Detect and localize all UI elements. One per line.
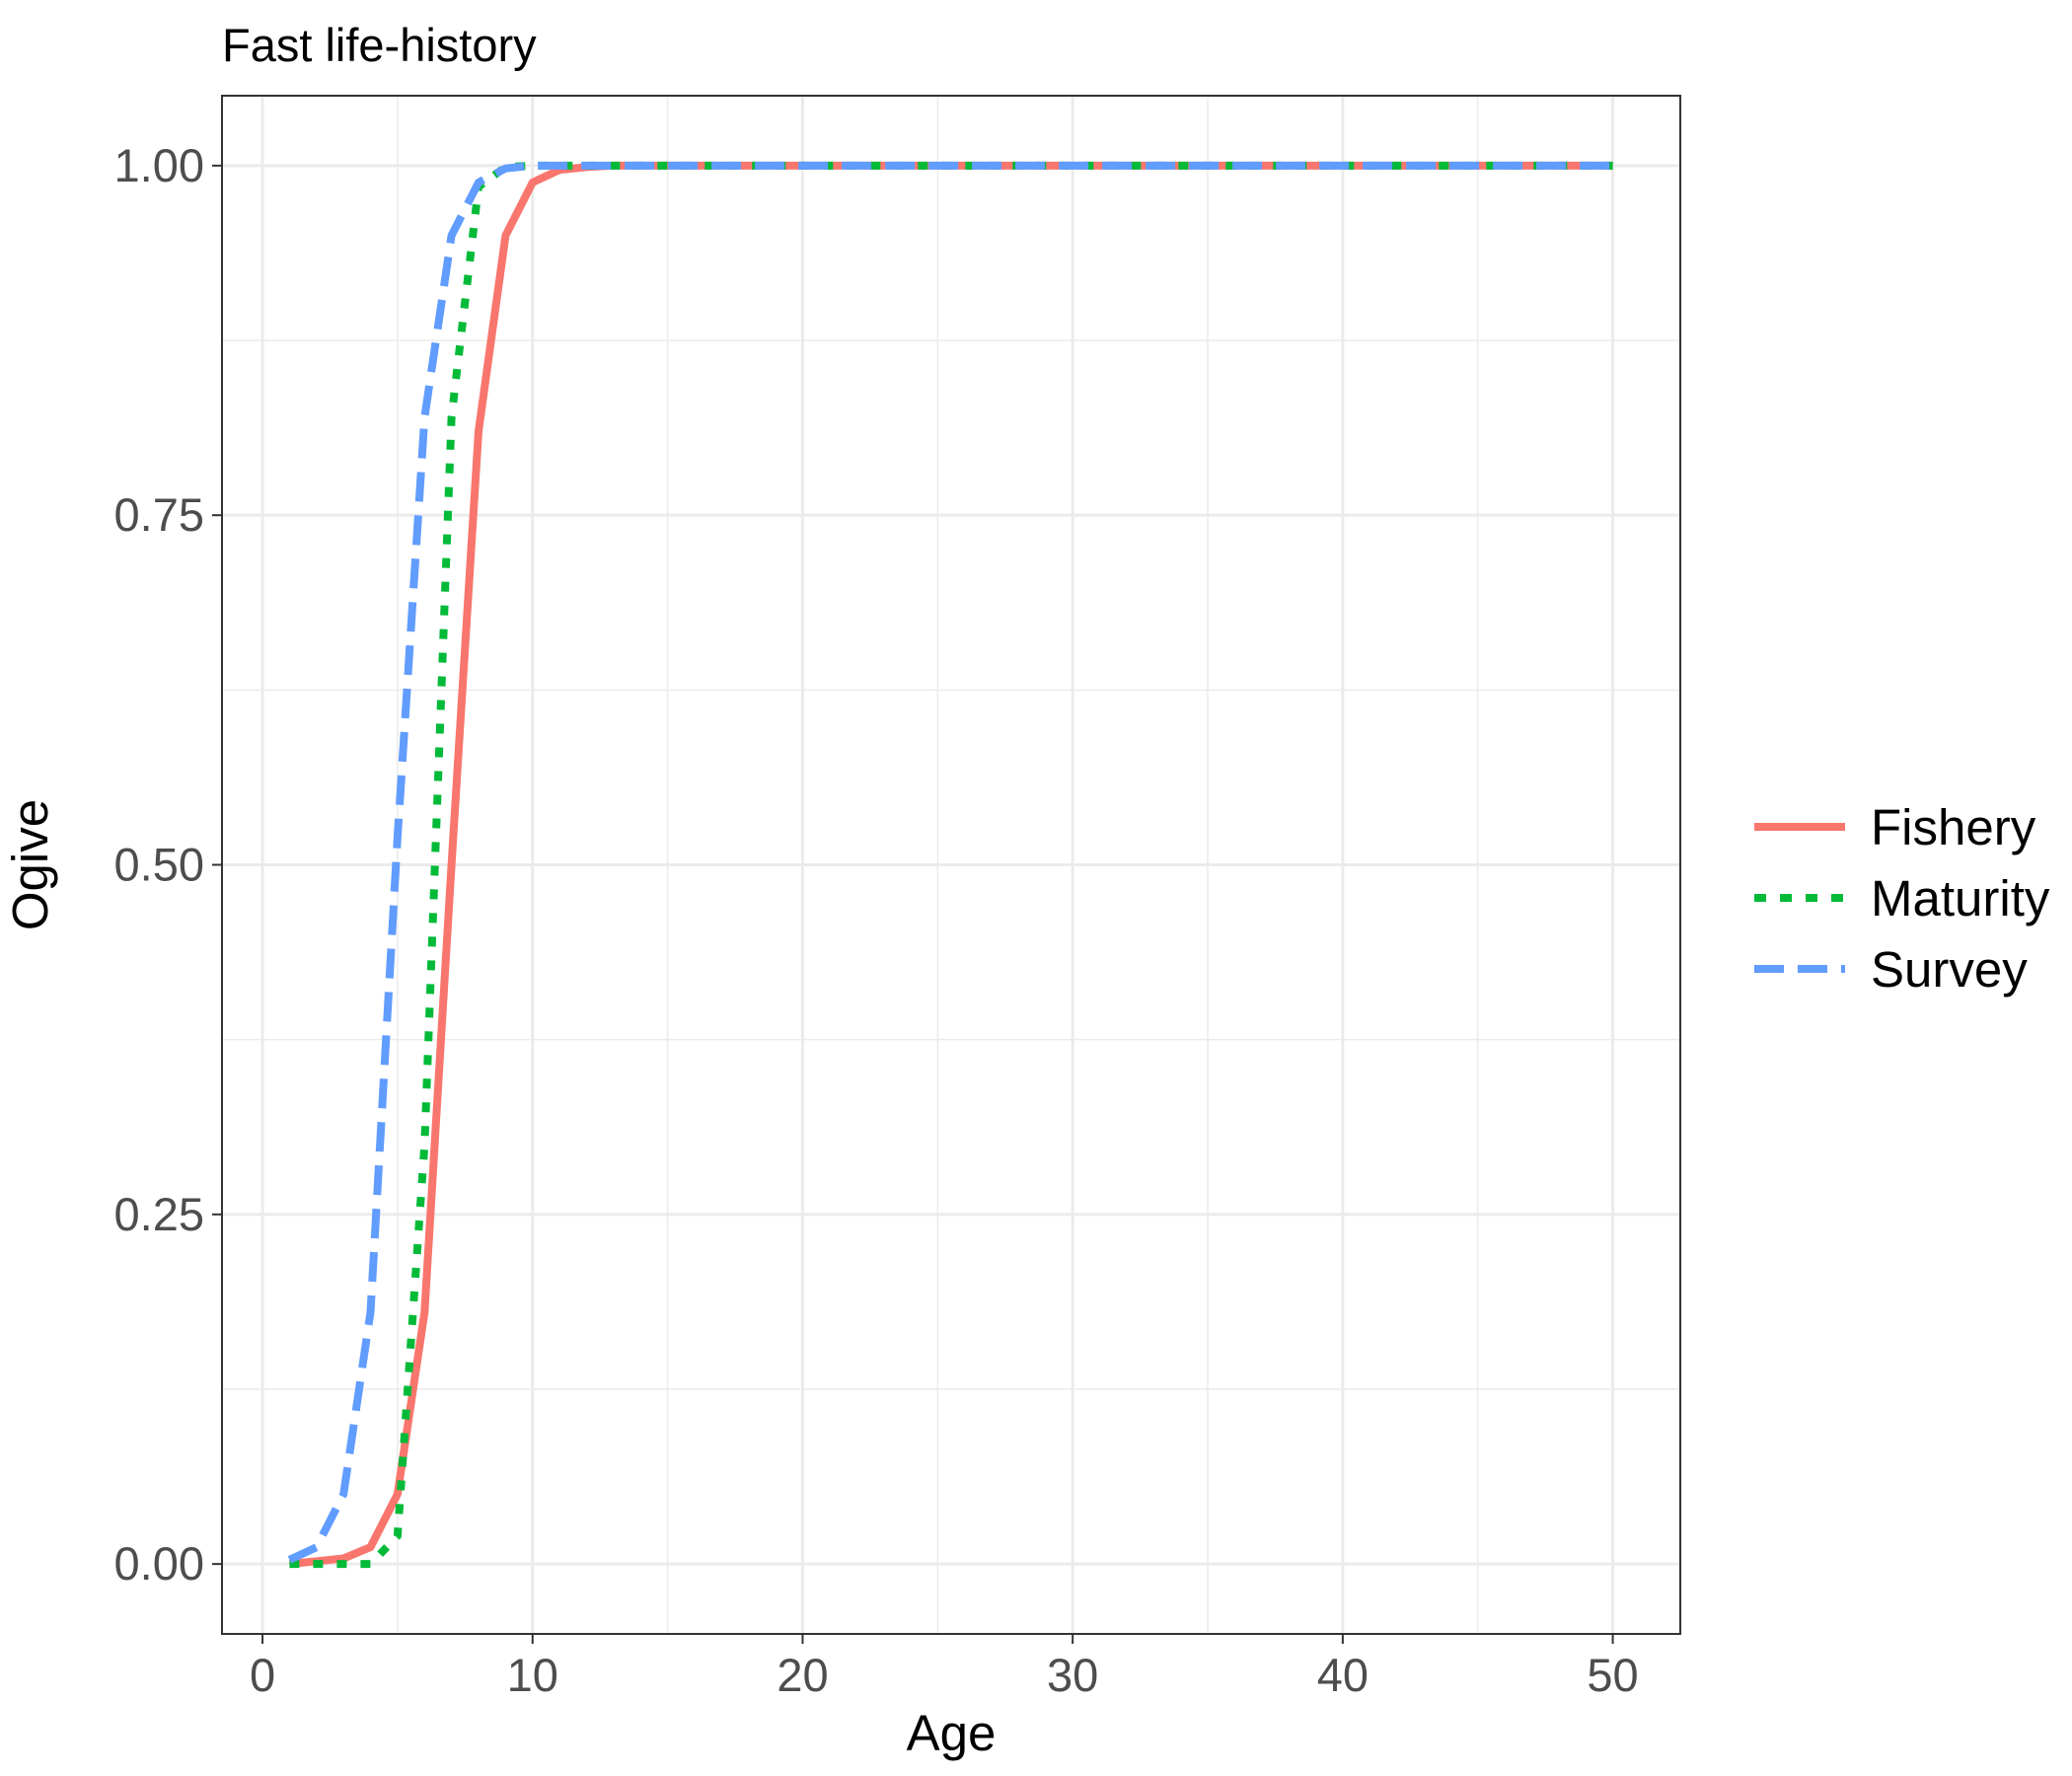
series-lines	[287, 161, 1613, 1569]
y-tick-label: 0.00	[114, 1537, 204, 1590]
x-tick-label: 10	[507, 1649, 558, 1701]
x-tick-label: 0	[250, 1649, 275, 1701]
legend-item-survey: Survey	[1754, 941, 2028, 998]
x-tick-label: 20	[777, 1649, 828, 1701]
legend-label: Survey	[1871, 941, 2028, 998]
y-axis-title: Ogive	[2, 799, 58, 930]
legend: Fishery Maturity Survey	[1754, 799, 2050, 998]
y-tick-label: 1.00	[114, 139, 204, 191]
x-axis-title: Age	[907, 1705, 997, 1761]
legend-item-maturity: Maturity	[1754, 870, 2050, 926]
series-line-survey	[287, 161, 1613, 1564]
y-tick-label: 0.75	[114, 488, 204, 541]
y-axis: 0.00 0.25 0.50 0.75 1.00	[114, 139, 222, 1590]
legend-item-fishery: Fishery	[1754, 799, 2036, 855]
y-tick-label: 0.50	[114, 839, 204, 891]
legend-label: Maturity	[1871, 870, 2050, 926]
legend-label: Fishery	[1871, 799, 2036, 855]
x-tick-label: 40	[1317, 1649, 1369, 1701]
x-tick-label: 50	[1587, 1649, 1638, 1701]
y-tick-label: 0.25	[114, 1188, 204, 1240]
chart-title: Fast life-history	[222, 19, 537, 71]
plot-area	[221, 95, 1681, 1635]
x-tick-label: 30	[1047, 1649, 1098, 1701]
x-axis: 0 10 20 30 40 50	[250, 1634, 1639, 1701]
